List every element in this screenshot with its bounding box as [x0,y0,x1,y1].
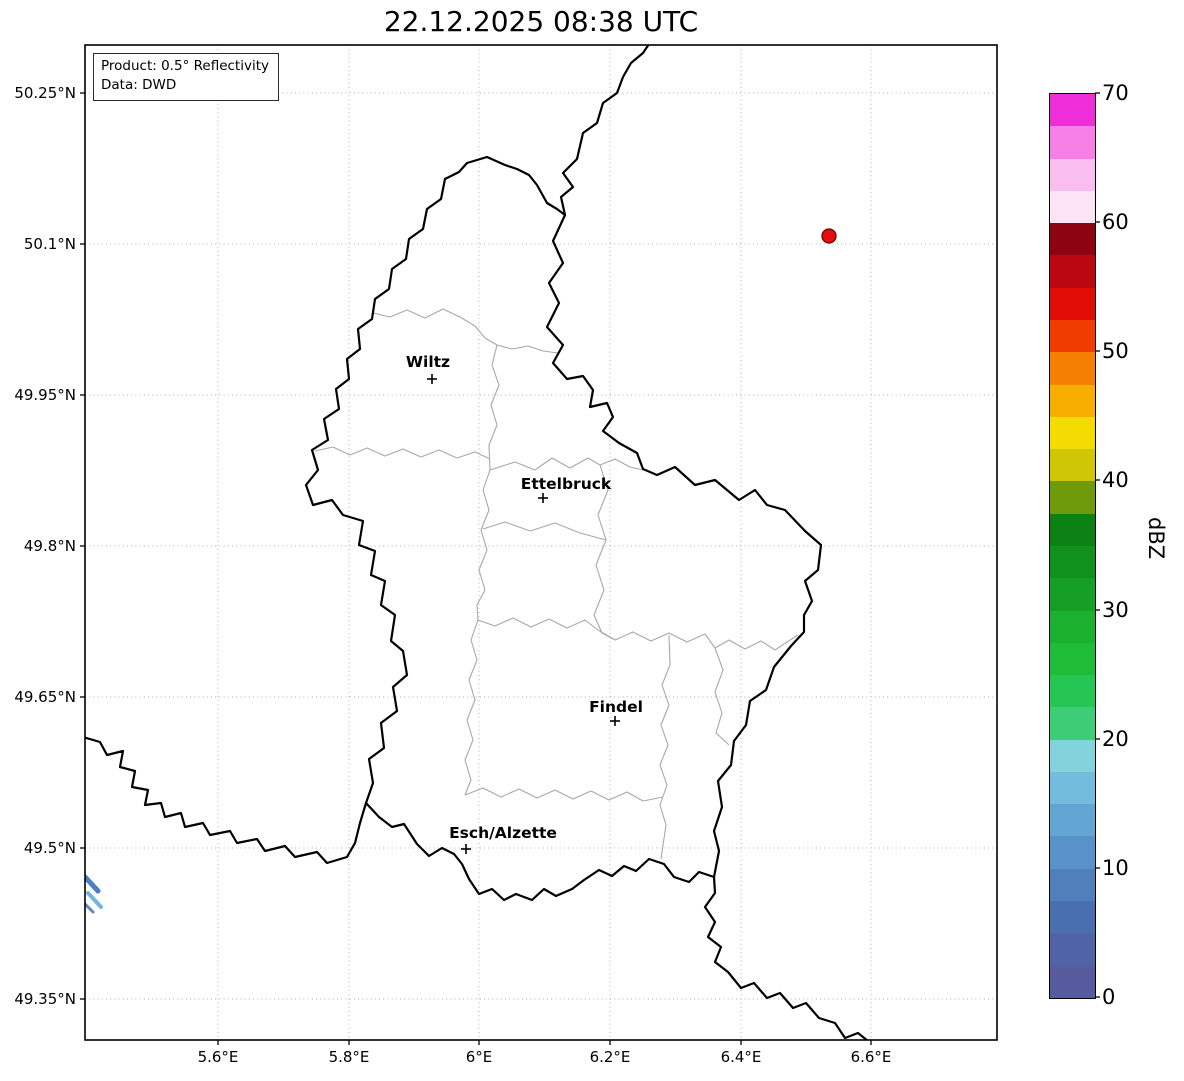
product-info-line1: Product: 0.5° Reflectivity [101,58,269,74]
city-marker-esch [461,844,471,854]
colorbar-segment [1050,513,1095,546]
radar-echo-blue-streak [86,891,103,909]
colorbar-segment [1050,771,1095,805]
colorbar-tick-label: 70 [1102,81,1129,105]
lon-tick-label: 6.2°E [589,1048,631,1066]
lat-tick-label: 49.95°N [14,386,76,404]
colorbar-segment [1050,868,1095,902]
city-label-ettelbruck: Ettelbruck [521,475,612,493]
axis-tick-marks [80,92,872,1045]
colorbar-segment [1050,707,1095,740]
colorbar-unit-label: dBZ [1144,517,1168,560]
colorbar-segment [1050,578,1095,611]
radar-echo-blue-streak [85,874,101,894]
colorbar-segment [1050,384,1095,417]
district-boundaries [314,308,799,860]
lat-tick-label: 49.35°N [14,990,76,1008]
colorbar-segment [1050,545,1095,579]
lon-tick-label: 6°E [465,1048,493,1066]
colorbar-segment [1050,901,1095,934]
colorbar-segment [1050,158,1095,191]
colorbar-segment [1050,965,1095,998]
colorbar-tick-label: 10 [1102,856,1129,880]
city-marker-findel [610,716,620,726]
colorbar-segment [1050,255,1095,288]
colorbar-tick-label: 60 [1102,210,1129,234]
colorbar-gradient [1049,93,1096,999]
colorbar-segment [1050,319,1095,353]
border-west-extension [85,736,368,865]
city-markers [427,374,620,854]
city-label-esch: Esch/Alzette [449,824,557,842]
colorbar-tick-label: 50 [1102,339,1129,363]
colorbar-segment [1050,739,1095,772]
lat-tick-label: 49.5°N [23,839,76,857]
colorbar-segment [1050,675,1095,708]
colorbar-segment [1050,190,1095,224]
colorbar-segment [1050,804,1095,837]
lat-tick-label: 50.1°N [23,235,76,253]
lat-tick-label: 49.8°N [23,537,76,555]
colorbar-tick-label: 30 [1102,598,1129,622]
city-marker-ettelbruck [538,493,548,503]
colorbar-tick-label: 0 [1102,985,1116,1009]
colorbar-segment [1050,449,1095,482]
city-marker-wiltz [427,374,437,384]
colorbar-segment [1050,642,1095,676]
border-south-extension [703,875,869,1040]
city-label-wiltz: Wiltz [406,353,450,371]
colorbar-tick-label: 20 [1102,727,1129,751]
plot-frame [84,44,998,1041]
lon-tick-label: 5.6°E [197,1048,239,1066]
city-labels: Wiltz Ettelbruck Findel Esch/Alzette [406,353,643,842]
colorbar-tick-label: 40 [1102,468,1129,492]
colorbar-segment [1050,933,1095,966]
colorbar-segment [1050,481,1095,514]
city-label-findel: Findel [589,698,643,716]
product-info-box: Product: 0.5° Reflectivity Data: DWD [93,53,279,101]
colorbar-segment [1050,610,1095,643]
lon-tick-label: 6.6°E [850,1048,892,1066]
lon-tick-label: 5.8°E [328,1048,370,1066]
colorbar-segment [1050,223,1095,256]
colorbar-segment [1050,836,1095,869]
lat-tick-label: 50.25°N [14,84,76,102]
colorbar-segment [1050,416,1095,450]
colorbar-segment [1050,287,1095,320]
radar-echo-red-dot [821,228,837,244]
country-borders [85,45,869,1040]
lat-tick-label: 49.65°N [14,688,76,706]
lon-tick-label: 6.4°E [720,1048,762,1066]
luxembourg-outline [304,155,823,902]
figure-title: 22.12.2025 08:38 UTC [383,5,699,38]
border-north-extension [559,45,650,217]
colorbar-segment [1050,352,1095,385]
colorbar-segment [1050,126,1095,159]
colorbar-segment [1050,94,1095,127]
radar-echoes [85,228,837,914]
product-info-line2: Data: DWD [101,76,177,93]
